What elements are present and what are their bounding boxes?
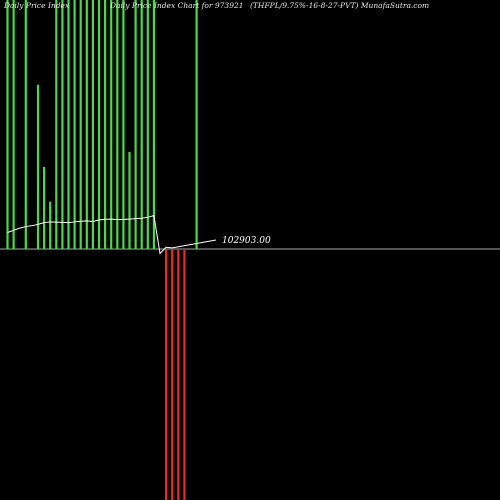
volume-bar-up xyxy=(55,0,58,249)
volume-bar-up xyxy=(146,0,149,249)
volume-bar-up xyxy=(36,84,40,249)
volume-bar-up xyxy=(43,166,46,249)
volume-bar-up xyxy=(140,0,143,249)
volume-bar-up xyxy=(79,0,82,249)
header-left-text: Daily Price Index xyxy=(4,1,70,10)
value-pointer-line xyxy=(172,239,217,249)
price-value-label: 102903.00 xyxy=(222,236,271,246)
volume-bar-up xyxy=(24,0,27,249)
volume-bar-down xyxy=(183,250,186,500)
volume-bar-up xyxy=(195,0,198,249)
volume-bar-up xyxy=(6,0,9,249)
volume-bar-down xyxy=(165,250,168,500)
volume-bar-up xyxy=(73,0,76,249)
volume-bar-up xyxy=(49,201,52,249)
volume-bar-up xyxy=(12,0,15,249)
volume-bar-up xyxy=(85,0,88,249)
volume-bar-up xyxy=(134,0,137,249)
volume-bar-up xyxy=(110,0,113,249)
header-chart-title: Daily Price Index Chart for 973921 xyxy=(110,1,244,10)
volume-bar-up xyxy=(97,0,101,249)
volume-bar-up xyxy=(152,0,155,249)
volume-bar-up xyxy=(61,0,64,249)
price-line xyxy=(7,214,173,255)
volume-bar-down xyxy=(171,250,174,500)
volume-bar-up xyxy=(128,151,131,249)
header-symbol-site: (THFPL/9.75%-16-8-27-PVT) MunafaSutra.co… xyxy=(250,1,430,10)
volume-bar-up xyxy=(91,0,94,249)
volume-bar-up xyxy=(122,0,125,249)
volume-bar-up xyxy=(67,0,70,249)
volume-bar-down xyxy=(177,250,180,500)
volume-bar-up xyxy=(104,0,107,249)
volume-bar-up xyxy=(116,0,119,249)
